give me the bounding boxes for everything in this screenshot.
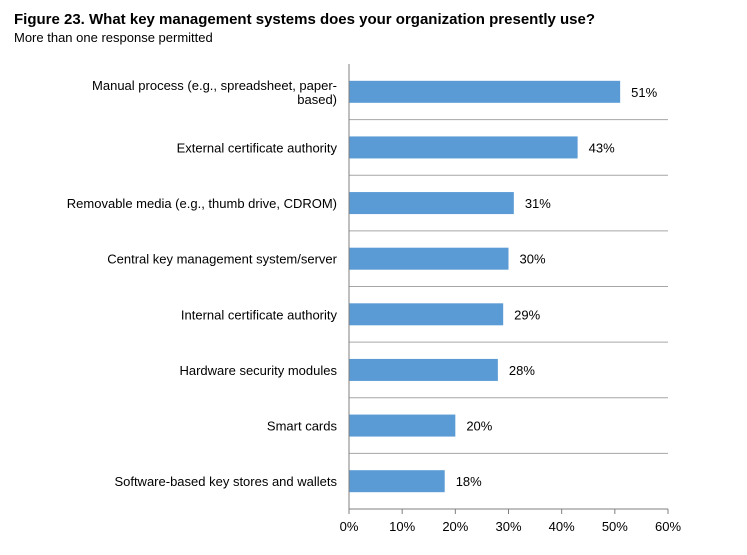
data-label: 28% (509, 363, 535, 378)
category-label: External certificate authority (177, 140, 338, 155)
data-label: 31% (525, 196, 551, 211)
data-label: 43% (589, 140, 615, 155)
data-label: 51% (631, 85, 657, 100)
chart-title: Figure 23. What key management systems d… (14, 11, 596, 28)
category-label: based) (297, 92, 337, 107)
category-label: Smart cards (267, 419, 338, 434)
bar (349, 192, 514, 215)
data-label: 29% (514, 307, 540, 322)
x-tick-label: 10% (389, 519, 415, 534)
category-label: Removable media (e.g., thumb drive, CDRO… (67, 196, 337, 211)
bar (349, 470, 445, 493)
x-tick-label: 40% (549, 519, 575, 534)
bar (349, 303, 504, 326)
data-label: 20% (466, 419, 492, 434)
category-label: Manual process (e.g., spreadsheet, paper… (92, 78, 337, 93)
chart-subtitle: More than one response permitted (14, 30, 213, 45)
category-label: Central key management system/server (107, 252, 337, 267)
category-label: Software-based key stores and wallets (114, 474, 337, 489)
x-tick-label: 60% (655, 519, 681, 534)
x-tick-label: 20% (442, 519, 468, 534)
category-label: Internal certificate authority (181, 307, 338, 322)
x-tick-label: 30% (495, 519, 521, 534)
category-label: Hardware security modules (179, 363, 337, 378)
bar (349, 80, 621, 103)
bar (349, 136, 578, 159)
bar (349, 358, 498, 381)
x-tick-label: 50% (602, 519, 628, 534)
data-label: 18% (456, 474, 482, 489)
bar (349, 247, 509, 270)
bar (349, 414, 456, 437)
data-label: 30% (520, 252, 546, 267)
x-tick-label: 0% (340, 519, 359, 534)
